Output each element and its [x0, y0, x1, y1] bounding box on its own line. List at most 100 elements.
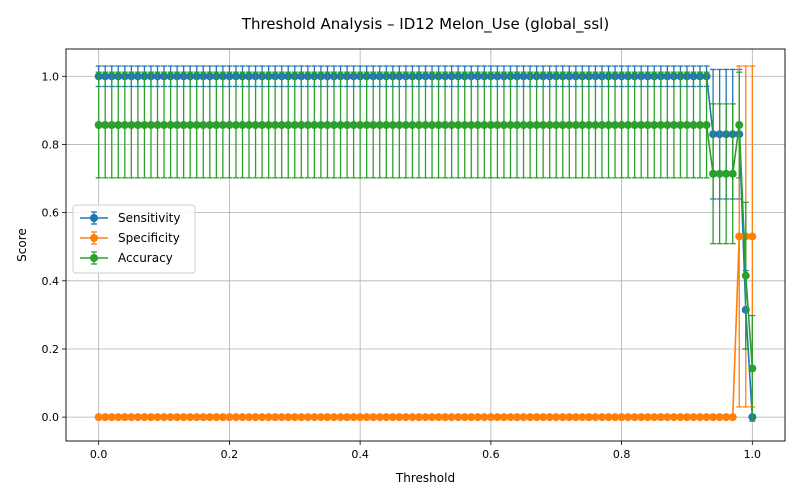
accuracy-point: [650, 121, 659, 130]
specificity-point: [696, 413, 705, 422]
specificity-point: [682, 413, 691, 422]
accuracy-point: [578, 121, 587, 130]
accuracy-point: [369, 121, 378, 130]
accuracy-point: [584, 121, 593, 130]
specificity-point: [715, 413, 724, 422]
accuracy-point: [545, 121, 554, 130]
specificity-point: [676, 413, 685, 422]
specificity-point: [297, 413, 306, 422]
y-tick-label: 0.4: [42, 275, 60, 288]
accuracy-point: [532, 121, 541, 130]
specificity-legend-marker: [90, 234, 98, 242]
specificity-point: [166, 413, 175, 422]
specificity-point: [578, 413, 587, 422]
specificity-point: [650, 413, 659, 422]
accuracy-point: [624, 121, 633, 130]
specificity-point: [441, 413, 450, 422]
specificity-point: [120, 413, 129, 422]
specificity-point: [264, 413, 273, 422]
accuracy-point: [114, 121, 123, 130]
accuracy-point: [173, 121, 182, 130]
accuracy-point: [101, 121, 110, 130]
y-tick-label: 0.0: [42, 411, 60, 424]
accuracy-point: [316, 121, 325, 130]
accuracy-point: [604, 121, 613, 130]
accuracy-point: [428, 121, 437, 130]
accuracy-point: [709, 169, 718, 178]
specificity-point: [271, 413, 280, 422]
accuracy-point: [199, 121, 208, 130]
specificity-point: [146, 413, 155, 422]
specificity-point: [558, 413, 567, 422]
accuracy-point: [663, 121, 672, 130]
accuracy-point: [558, 121, 567, 130]
specificity-point: [571, 413, 580, 422]
specificity-point: [323, 413, 332, 422]
chart-title: Threshold Analysis – ID12 Melon_Use (glo…: [241, 15, 609, 34]
specificity-point: [630, 413, 639, 422]
specificity-point: [499, 413, 508, 422]
specificity-point: [395, 413, 404, 422]
accuracy-point: [480, 121, 489, 130]
y-tick-label: 1.0: [42, 70, 60, 83]
accuracy-point: [297, 121, 306, 130]
accuracy-point: [486, 121, 495, 130]
accuracy-point: [245, 121, 254, 130]
accuracy-point: [571, 121, 580, 130]
accuracy-point: [408, 121, 417, 130]
accuracy-point: [597, 121, 606, 130]
specificity-point: [199, 413, 208, 422]
specificity-point: [604, 413, 613, 422]
accuracy-point: [669, 121, 678, 130]
specificity-point: [421, 413, 430, 422]
accuracy-point: [735, 121, 744, 130]
specificity-point: [519, 413, 528, 422]
accuracy-point: [375, 121, 384, 130]
specificity-point: [669, 413, 678, 422]
accuracy-point: [611, 121, 620, 130]
specificity-point: [114, 413, 123, 422]
accuracy-point: [107, 121, 116, 130]
accuracy-point: [284, 121, 293, 130]
specificity-point: [356, 413, 365, 422]
specificity-point: [434, 413, 443, 422]
y-tick-label: 0.2: [42, 343, 60, 356]
accuracy-point: [421, 121, 430, 130]
specificity-point: [454, 413, 463, 422]
specificity-point: [160, 413, 169, 422]
specificity-point: [401, 413, 410, 422]
accuracy-point: [493, 121, 502, 130]
specificity-point: [748, 232, 757, 241]
specificity-point: [362, 413, 371, 422]
accuracy-point: [630, 121, 639, 130]
accuracy-point: [434, 121, 443, 130]
accuracy-point: [264, 121, 273, 130]
specificity-point: [656, 413, 665, 422]
legend-label-specificity: Specificity: [118, 231, 180, 245]
accuracy-point: [401, 121, 410, 130]
specificity-point: [486, 413, 495, 422]
accuracy-point: [140, 121, 149, 130]
specificity-point: [343, 413, 352, 422]
accuracy-point: [447, 121, 456, 130]
accuracy-point: [591, 121, 600, 130]
specificity-point: [624, 413, 633, 422]
specificity-point: [284, 413, 293, 422]
accuracy-point: [643, 121, 652, 130]
specificity-point: [251, 413, 260, 422]
specificity-point: [513, 413, 522, 422]
specificity-point: [584, 413, 593, 422]
accuracy-point: [146, 121, 155, 130]
specificity-point: [153, 413, 162, 422]
legend-item-specificity: Specificity: [80, 231, 180, 245]
legend-label-accuracy: Accuracy: [118, 251, 173, 265]
specificity-point: [663, 413, 672, 422]
accuracy-point: [153, 121, 162, 130]
accuracy-point: [682, 121, 691, 130]
accuracy-point: [192, 121, 201, 130]
specificity-point: [336, 413, 345, 422]
specificity-point: [643, 413, 652, 422]
specificity-point: [728, 413, 737, 422]
specificity-point: [369, 413, 378, 422]
accuracy-point: [722, 169, 731, 178]
